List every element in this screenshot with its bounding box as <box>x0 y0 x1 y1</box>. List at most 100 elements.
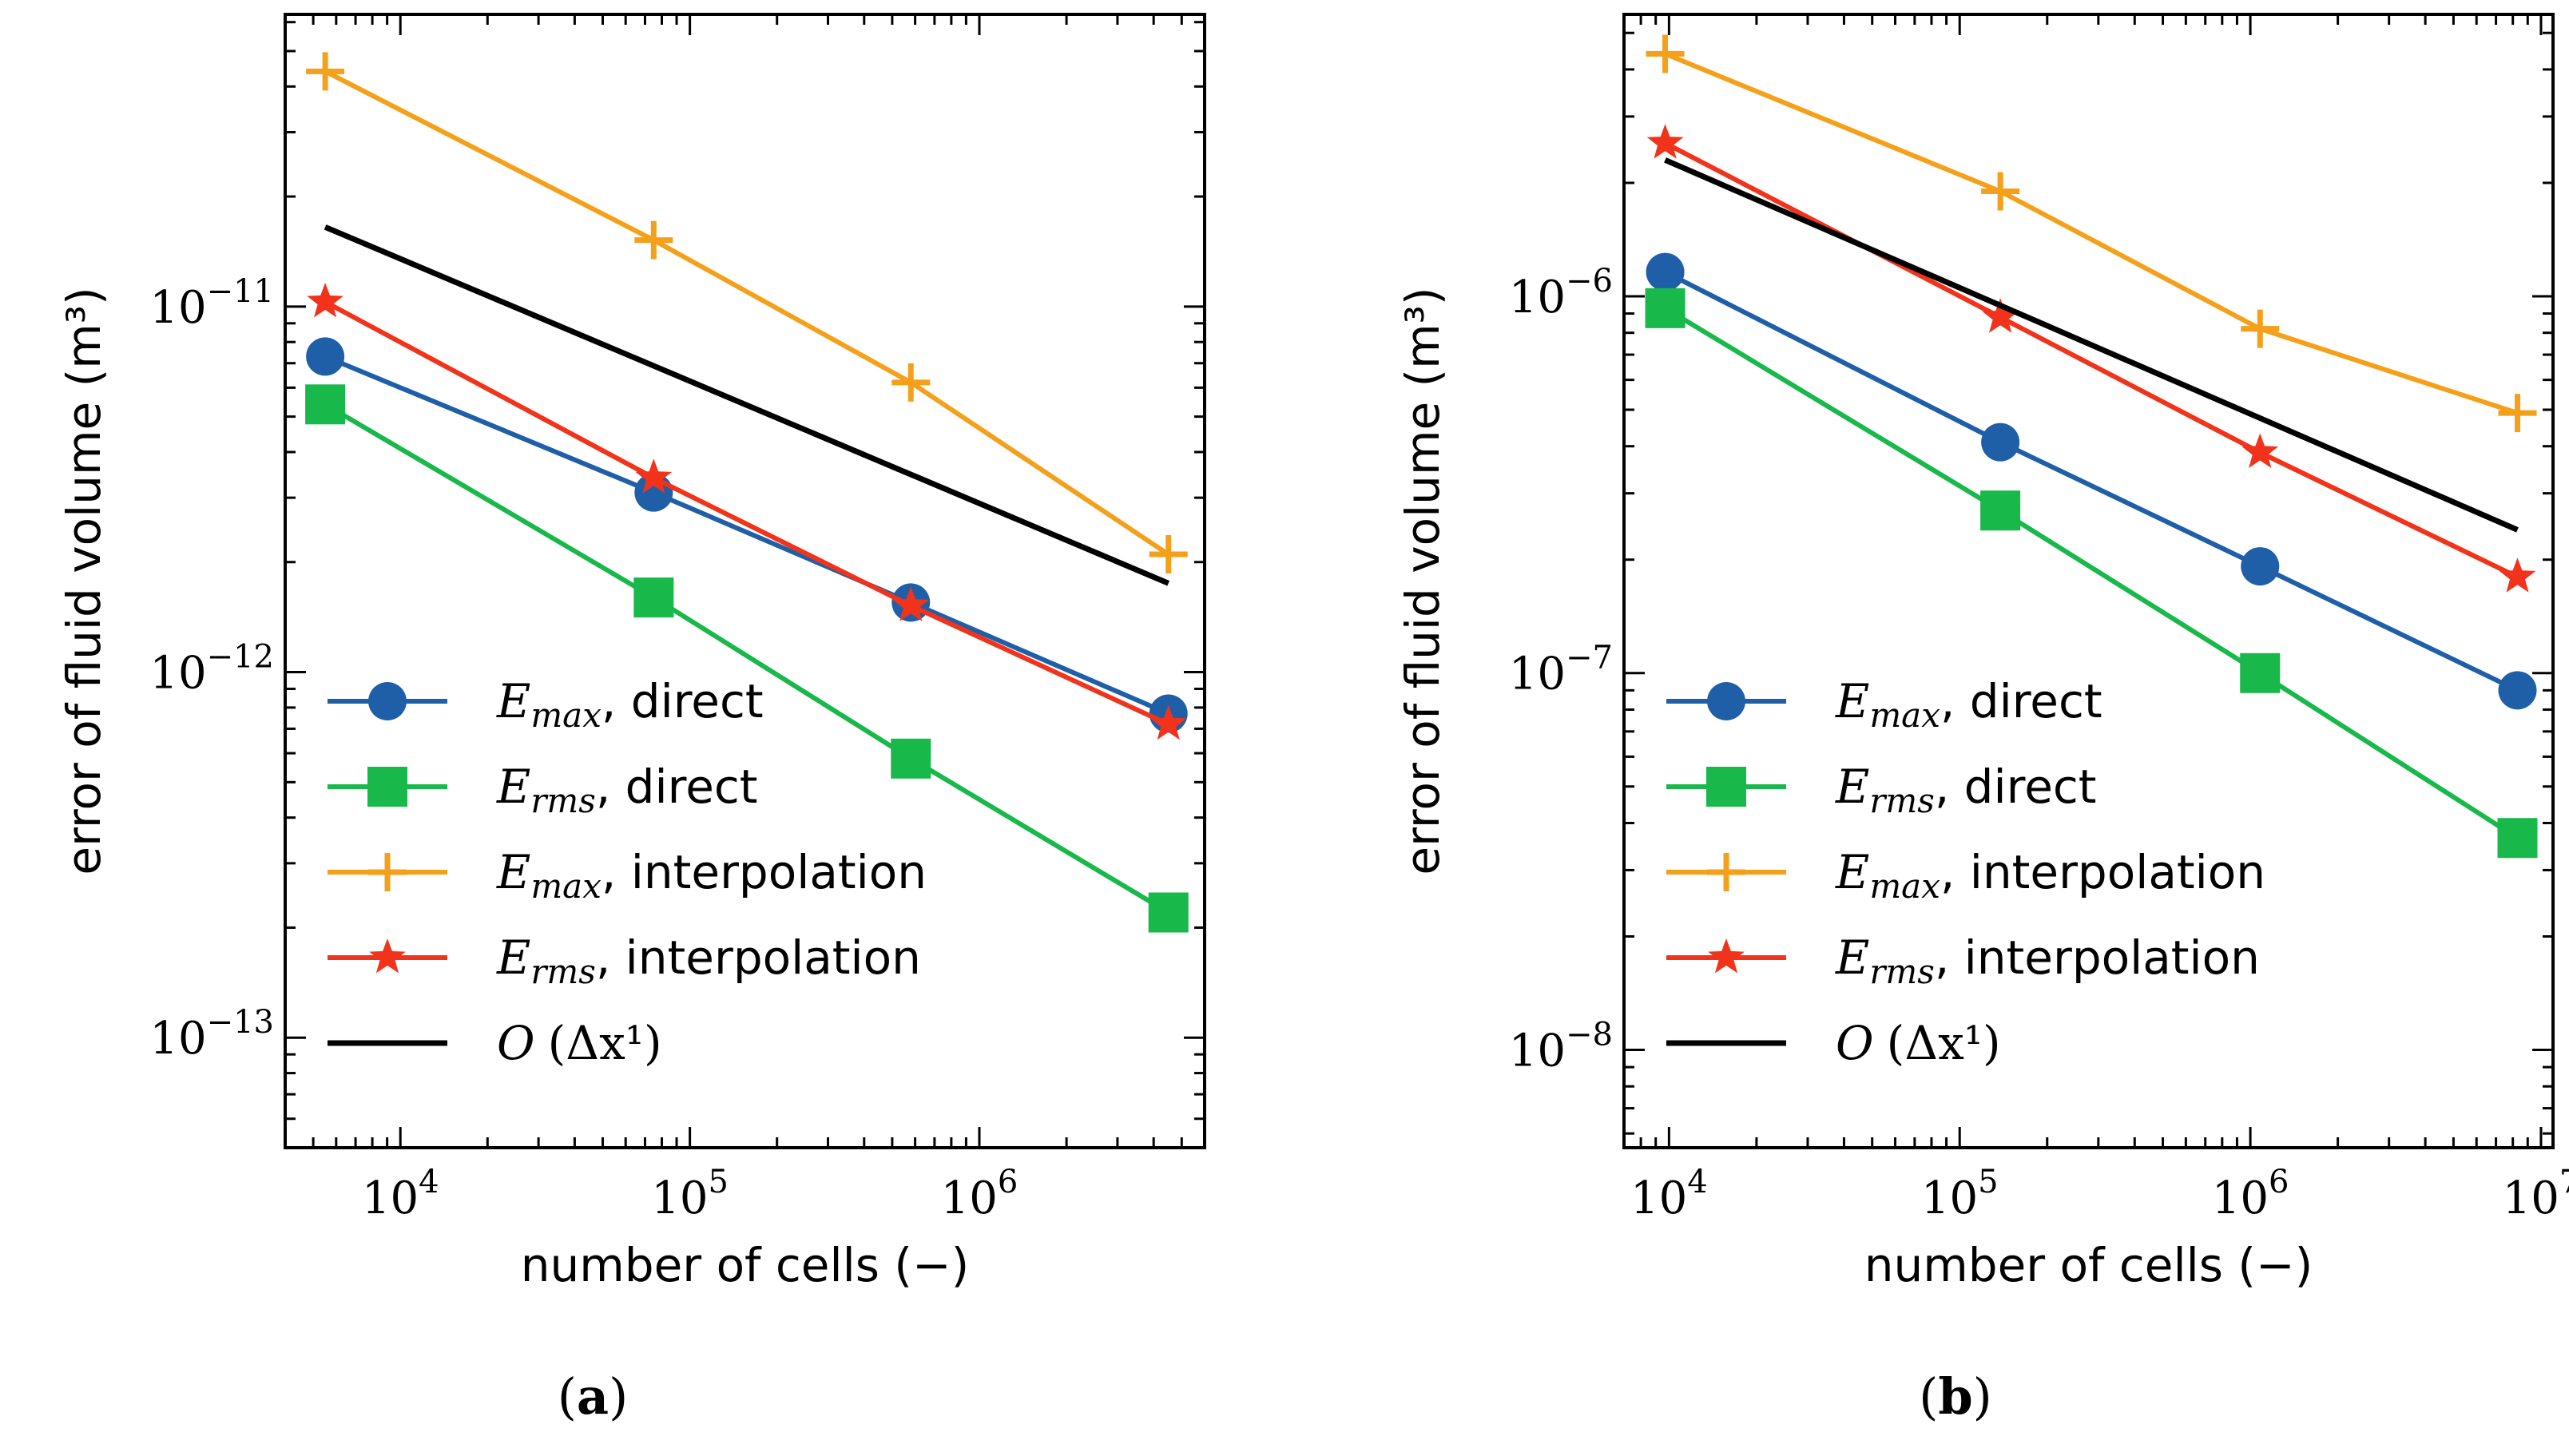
y-tick-label: 10−8 <box>1509 1017 1613 1077</box>
x-axis-label: number of cells (−) <box>1864 1238 2313 1292</box>
legend-label: Emax, interpolation <box>496 845 927 906</box>
series-line <box>324 402 1170 915</box>
legend-marker <box>368 853 407 891</box>
panel-caption: (b) <box>1919 1367 1992 1426</box>
series-line <box>1663 306 2519 840</box>
legend-marker <box>369 938 406 974</box>
legend-label: Erms, direct <box>496 760 758 820</box>
x-tick-label: 106 <box>2212 1164 2289 1224</box>
legend-item: O (Δx¹) <box>1666 1016 2001 1070</box>
y-tick-label: 10−7 <box>1509 640 1613 700</box>
x-tick-label: 104 <box>1630 1164 1708 1224</box>
data-point <box>306 52 345 91</box>
series-line <box>1664 157 2519 533</box>
data-point <box>635 458 673 494</box>
data-point <box>2241 433 2279 468</box>
legend-item: O (Δx¹) <box>328 1016 662 1070</box>
legend-marker <box>368 682 407 720</box>
series-erms-direct <box>305 384 1189 933</box>
data-point <box>2498 671 2537 710</box>
legend-item: Emax, direct <box>328 674 764 735</box>
plot-frame <box>1622 13 2555 1149</box>
data-point <box>892 586 930 621</box>
data-point <box>1646 252 1685 292</box>
series-erms-direct <box>1645 288 2538 859</box>
data-point <box>307 283 343 318</box>
legend-marker <box>1708 938 1745 974</box>
legend-item: Erms, interpolation <box>1666 930 2260 991</box>
x-tick-label: 105 <box>1921 1164 1999 1224</box>
series-line <box>1664 51 2519 415</box>
legend-label: Erms, direct <box>1835 760 2097 820</box>
data-point <box>634 220 673 260</box>
legend-marker <box>1707 682 1745 720</box>
data-point <box>306 337 345 376</box>
series-line <box>324 224 1170 586</box>
series-o-x-1- <box>1664 157 2519 533</box>
data-point <box>2241 547 2280 586</box>
legend-item: Erms, direct <box>328 760 758 820</box>
x-tick-label: 107 <box>2503 1164 2569 1224</box>
data-point <box>1645 288 1686 328</box>
legend: Emax, direct Erms, direct Emax, interpolat… <box>1666 674 2265 1070</box>
legend-marker <box>367 767 407 807</box>
legend-label: Emax, interpolation <box>1835 845 2265 906</box>
data-point <box>2240 653 2281 693</box>
y-tick-label: 10−6 <box>1509 263 1613 323</box>
tick-marks <box>1622 14 2553 1148</box>
data-point <box>305 384 346 425</box>
data-point <box>1982 298 2019 333</box>
series-line <box>324 69 1170 557</box>
legend-item: Emax, interpolation <box>328 845 927 906</box>
data-point <box>1981 172 2020 211</box>
y-axis-label: error of fluid volume (m³) <box>1396 287 1450 875</box>
series-erms-interpolation <box>307 283 1187 740</box>
y-tick-label: 10−11 <box>149 273 274 334</box>
series-o-x-1- <box>324 224 1170 586</box>
panel-b: 104 105 106 107 10−8 10−7 10−6 number of cells … <box>1396 13 2569 1426</box>
y-tick-label: 10−13 <box>149 1004 274 1065</box>
legend-item: Emax, direct <box>1666 674 2102 735</box>
legend-item: Erms, direct <box>1666 760 2097 820</box>
legend-label: Erms, interpolation <box>1835 930 2260 991</box>
series-line <box>324 300 1169 727</box>
data-point <box>2498 394 2537 433</box>
legend-label: O (Δx¹) <box>1836 1016 2001 1070</box>
data-point <box>2499 557 2536 593</box>
plot-frame <box>284 13 1206 1149</box>
tick-marks <box>284 14 1206 1149</box>
data-point <box>891 738 931 779</box>
series-emax-interpolation <box>1646 34 2537 433</box>
panel-a: 104 105 106 10−13 10−12 10−11 number of cells … <box>57 13 1206 1426</box>
data-point <box>1980 490 2021 531</box>
series-line <box>1664 269 2519 693</box>
x-tick-label: 105 <box>651 1164 729 1224</box>
legend: Emax, direct Erms, direct Emax, interpolat… <box>328 674 927 1070</box>
legend-label: Erms, interpolation <box>496 930 921 991</box>
legend-label: O (Δx¹) <box>497 1016 662 1070</box>
panel-caption: (a) <box>558 1367 629 1426</box>
legend-label: Emax, direct <box>1835 674 2102 735</box>
data-point <box>1149 535 1188 574</box>
series-emax-interpolation <box>306 52 1188 574</box>
data-point <box>1646 34 1685 73</box>
legend-item: Emax, interpolation <box>1666 845 2265 906</box>
legend-item: Erms, interpolation <box>328 930 921 991</box>
data-point <box>1148 892 1189 933</box>
legend-marker <box>1706 767 1746 807</box>
data-point <box>1646 124 1684 159</box>
data-point <box>2241 309 2280 348</box>
data-point <box>891 363 931 402</box>
legend-marker <box>1707 853 1745 891</box>
data-point <box>1981 423 2020 462</box>
data-point <box>633 577 674 618</box>
y-tick-label: 10−12 <box>149 639 274 700</box>
x-axis-label: number of cells (−) <box>521 1238 969 1292</box>
legend-label: Emax, direct <box>496 674 764 735</box>
data-point <box>2497 818 2538 859</box>
x-tick-label: 104 <box>362 1164 439 1224</box>
data-point <box>1149 704 1187 740</box>
y-axis-label: error of fluid volume (m³) <box>57 287 111 875</box>
